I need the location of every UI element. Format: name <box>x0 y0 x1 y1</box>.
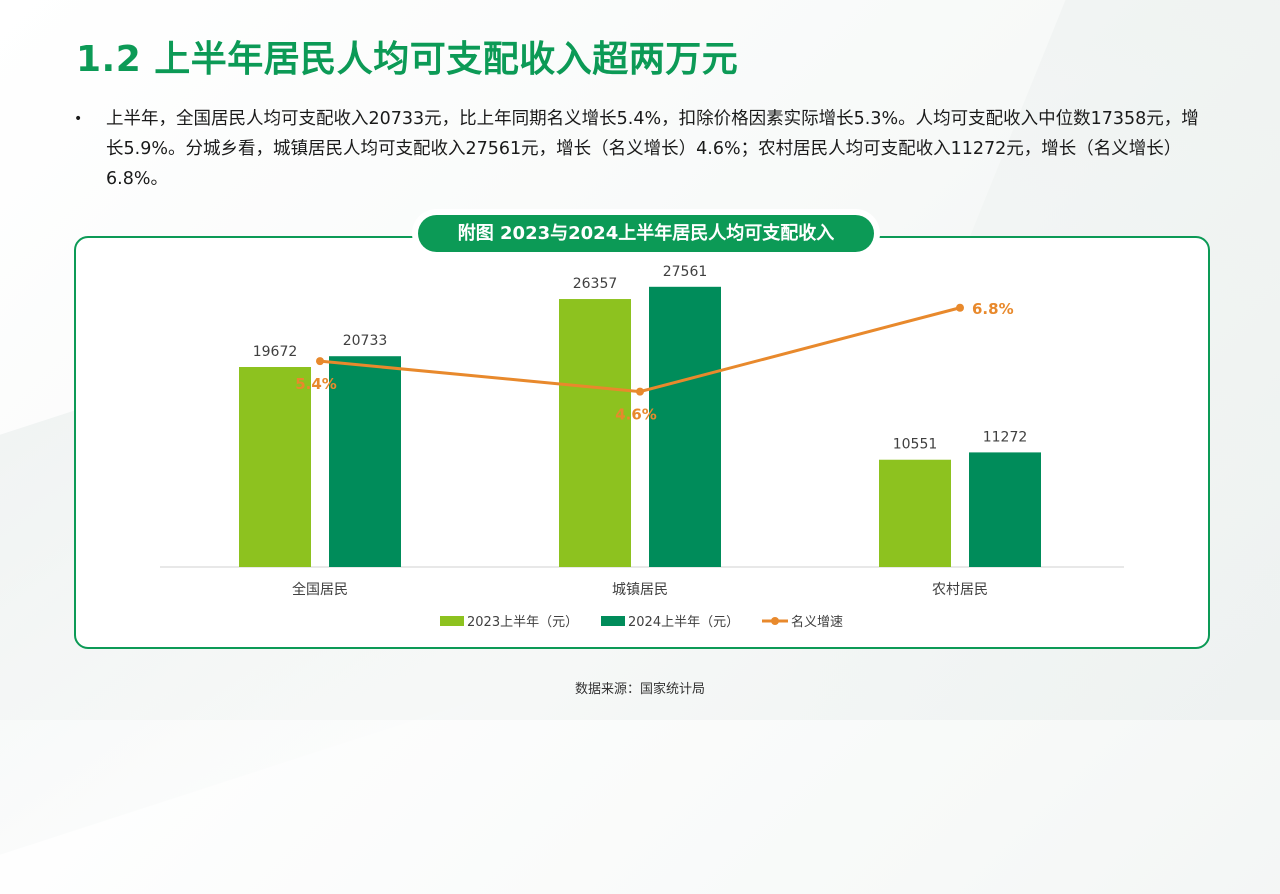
bar-1-3 <box>879 459 951 567</box>
chart-title: 附图 2023与2024上半年居民人均可支配收入 <box>418 215 874 252</box>
legend-label-1: 2023上半年（元） <box>467 615 578 630</box>
bar-2-3 <box>969 452 1041 567</box>
legend-label-2: 2024上半年（元） <box>628 615 739 630</box>
bar-value-label: 27561 <box>663 264 708 280</box>
summary-text: 上半年，全国居民人均可支配收入20733元，比上年同期名义增长5.4%，扣除价格… <box>106 109 1199 189</box>
summary-bullet: • 上半年，全国居民人均可支配收入20733元，比上年同期名义增长5.4%，扣除… <box>74 104 1214 194</box>
growth-rate-label: 4.6% <box>615 406 657 424</box>
category-label: 城镇居民 <box>612 582 668 598</box>
bar-1-1 <box>239 367 311 567</box>
bar-2-2 <box>649 286 721 567</box>
data-source: 数据来源：国家统计局 <box>574 682 705 697</box>
category-label: 全国居民 <box>292 581 348 598</box>
legend-label-3: 名义增速 <box>791 614 843 630</box>
income-chart: 19672 26357 10551 20733 27561 11272 全国居民 城镇居民 农村… <box>160 264 1124 630</box>
bullet-marker: • <box>74 111 83 127</box>
bar-value-label: 20733 <box>343 333 388 349</box>
growth-rate-point <box>316 357 324 366</box>
bar-value-label: 11272 <box>983 429 1028 445</box>
growth-rate-label: 6.8% <box>972 300 1014 318</box>
growth-rate-point <box>636 387 644 396</box>
legend-swatch-1 <box>440 616 464 626</box>
page-title: 1.2 上半年居民人均可支配收入超两万元 <box>76 39 739 80</box>
bar-2-1 <box>329 356 401 567</box>
bar-value-label: 10551 <box>893 437 938 453</box>
bar-value-label: 26357 <box>573 276 618 292</box>
category-label: 农村居民 <box>932 582 988 598</box>
growth-rate-point <box>956 303 964 312</box>
bar-1-2 <box>559 299 631 567</box>
growth-rate-line <box>319 306 961 394</box>
legend-swatch-2 <box>601 616 625 626</box>
growth-rate-label: 5.4% <box>295 375 337 393</box>
legend-swatch-marker <box>771 617 779 625</box>
bar-value-label: 19672 <box>253 344 298 360</box>
